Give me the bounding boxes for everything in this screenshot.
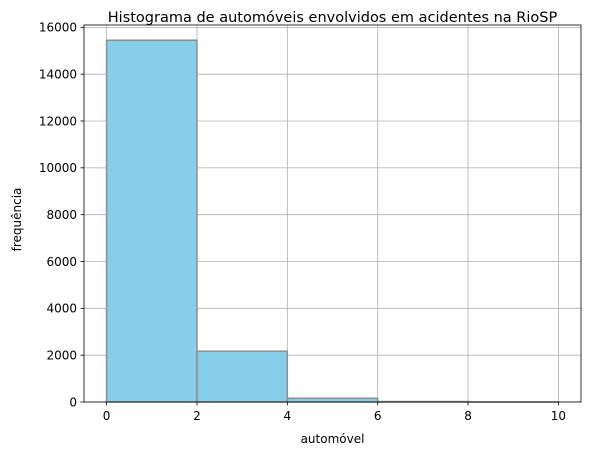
x-tick-label: 4 xyxy=(283,409,291,423)
x-tick-label: 0 xyxy=(103,409,111,423)
y-tick-label: 10000 xyxy=(39,161,77,175)
tick-labels: 0 2 4 6 8 10 0 2000 4000 6000 8000 10000 12000 14000 1… xyxy=(39,21,566,423)
ticks xyxy=(80,26,559,406)
x-tick-label: 6 xyxy=(374,409,382,423)
y-tick-label: 16000 xyxy=(39,21,77,35)
y-tick-label: 8000 xyxy=(46,208,77,222)
histogram-bar-2 xyxy=(286,397,379,403)
y-tick-label: 14000 xyxy=(39,67,77,81)
x-tick-label: 10 xyxy=(551,409,566,423)
y-axis-label: frequência xyxy=(10,188,24,252)
y-tick-label: 6000 xyxy=(46,255,77,269)
x-tick-label: 8 xyxy=(464,409,472,423)
chart-title: Histograma de automóveis envolvidos em a… xyxy=(108,10,558,26)
plot-frame xyxy=(83,24,582,403)
y-tick-label: 0 xyxy=(69,395,77,409)
x-axis-label: automóvel xyxy=(301,432,365,446)
histogram-bar-1 xyxy=(196,350,289,403)
x-tick-label: 2 xyxy=(193,409,201,423)
y-tick-label: 2000 xyxy=(46,348,77,362)
y-tick-label: 12000 xyxy=(39,114,77,128)
bars xyxy=(105,39,560,403)
y-tick-label: 4000 xyxy=(46,302,77,316)
histogram-bar-0 xyxy=(105,39,198,403)
